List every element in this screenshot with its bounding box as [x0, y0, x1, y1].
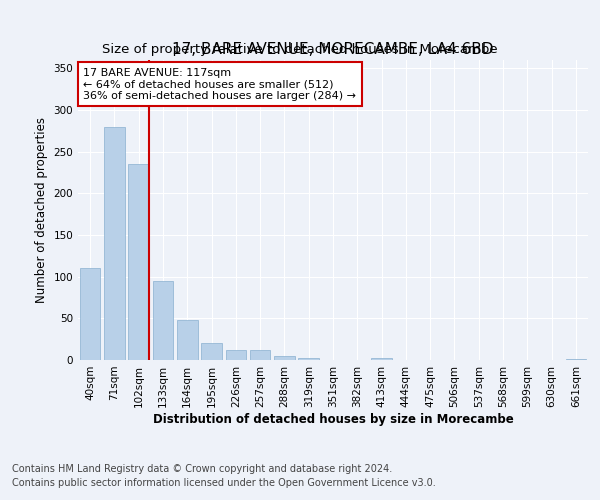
Bar — [177, 320, 197, 360]
Y-axis label: Number of detached properties: Number of detached properties — [35, 117, 48, 303]
Bar — [566, 359, 586, 360]
Bar — [104, 126, 125, 360]
Bar — [152, 281, 173, 360]
Bar — [80, 268, 100, 360]
Bar — [274, 356, 295, 360]
Bar — [298, 358, 319, 360]
Title: 17, BARE AVENUE, MORECAMBE, LA4 6BD: 17, BARE AVENUE, MORECAMBE, LA4 6BD — [172, 42, 494, 58]
Text: Size of property relative to detached houses in Morecambe: Size of property relative to detached ho… — [102, 42, 498, 56]
Bar — [371, 358, 392, 360]
Bar — [226, 350, 246, 360]
Bar — [201, 344, 222, 360]
Bar — [250, 350, 271, 360]
Text: 17 BARE AVENUE: 117sqm
← 64% of detached houses are smaller (512)
36% of semi-de: 17 BARE AVENUE: 117sqm ← 64% of detached… — [83, 68, 356, 100]
Text: Contains HM Land Registry data © Crown copyright and database right 2024.
Contai: Contains HM Land Registry data © Crown c… — [12, 464, 436, 487]
Bar — [128, 164, 149, 360]
X-axis label: Distribution of detached houses by size in Morecambe: Distribution of detached houses by size … — [152, 412, 514, 426]
